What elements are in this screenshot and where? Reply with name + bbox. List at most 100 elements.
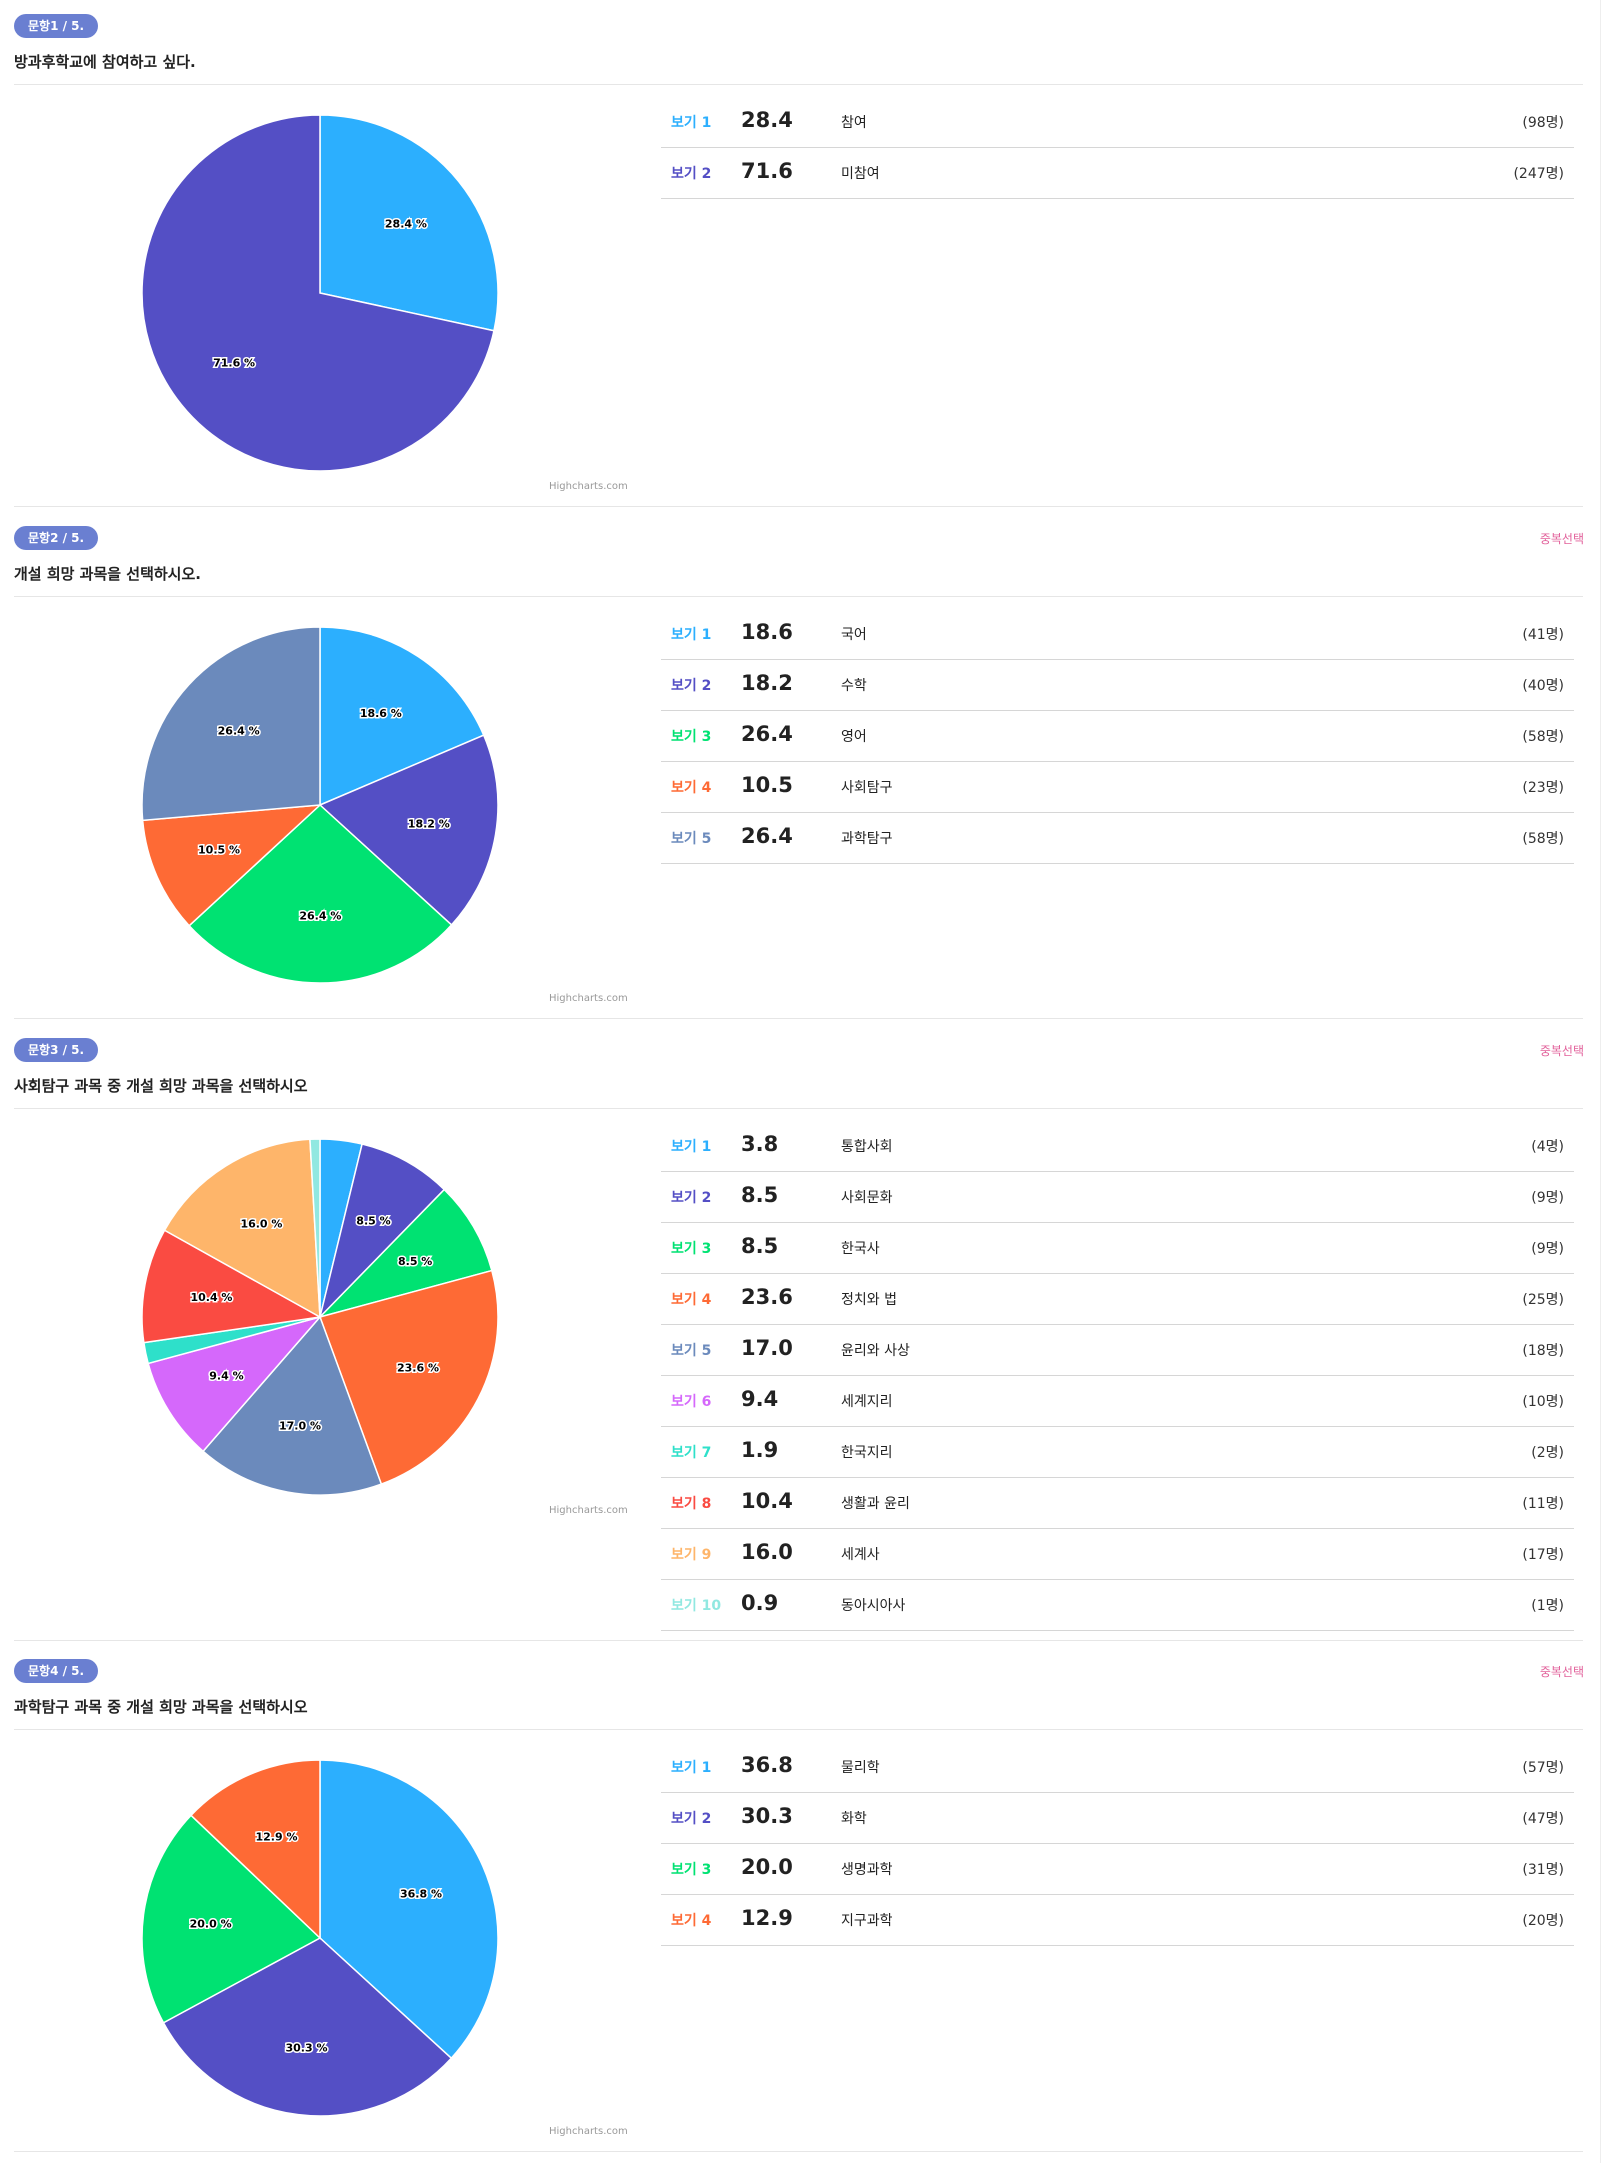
option-row: 보기 3 20.0 생명과학 (31명) — [661, 1844, 1574, 1895]
divider — [14, 84, 1583, 85]
divider — [14, 1018, 1583, 1019]
slice-data-label: 30.3 % — [286, 2042, 328, 2055]
multi-select-label: 중복선택 — [1539, 532, 1584, 546]
divider — [14, 596, 1583, 597]
option-row: 보기 1 36.8 물리학 (57명) — [661, 1742, 1574, 1793]
question-title: 사회탐구 과목 중 개설 희망 과목을 선택하시오 — [14, 1077, 308, 1095]
option-percent: 30.3 — [741, 1804, 793, 1828]
page-edge-line — [1600, 0, 1601, 2163]
pie-slice[interactable] — [319, 1759, 499, 2060]
highcharts-credit[interactable]: Highcharts.com — [549, 993, 628, 1004]
pie-slice[interactable] — [309, 1138, 321, 1318]
question-number-badge: 문항4 / 5. — [14, 1659, 99, 1683]
option-count: (10명) — [1522, 1394, 1564, 1410]
option-percent: 9.4 — [741, 1387, 779, 1411]
option-name: 참여 — [841, 115, 867, 131]
option-name: 윤리와 사상 — [841, 1343, 910, 1359]
pie-slice[interactable] — [141, 1814, 322, 2024]
pie-chart: 36.8 % 30.3 % 20.0 % 12.9 % — [141, 1759, 499, 2117]
option-label: 보기 7 — [671, 1445, 712, 1461]
pie-slice[interactable] — [141, 626, 321, 822]
option-row: 보기 1 18.6 국어 (41명) — [661, 609, 1574, 660]
divider — [14, 1640, 1583, 1641]
option-label: 보기 4 — [671, 780, 712, 796]
pie-slice[interactable] — [141, 1229, 323, 1344]
multi-select-label: 중복선택 — [1539, 1665, 1584, 1679]
divider — [14, 1108, 1583, 1109]
option-count: (98명) — [1522, 115, 1564, 131]
slice-data-label: 17.0 % — [279, 1420, 321, 1433]
slice-data-label: 20.0 % — [190, 1917, 232, 1930]
option-name: 생활과 윤리 — [841, 1496, 910, 1512]
option-name: 사회탐구 — [841, 780, 893, 796]
option-count: (2명) — [1531, 1445, 1564, 1461]
highcharts-credit[interactable]: Highcharts.com — [549, 481, 628, 492]
option-count: (47명) — [1522, 1811, 1564, 1827]
pie-slice[interactable] — [202, 1315, 383, 1496]
option-label: 보기 2 — [671, 1190, 712, 1206]
question-title: 방과후학교에 참여하고 싶다. — [14, 53, 196, 71]
pie-slice[interactable] — [189, 1759, 321, 1940]
pie-slice[interactable] — [188, 803, 453, 984]
pie-slice[interactable] — [163, 1138, 321, 1319]
pie-slice[interactable] — [147, 1315, 323, 1453]
option-percent: 0.9 — [741, 1591, 779, 1615]
option-row: 보기 8 10.4 생활과 윤리 (11명) — [661, 1478, 1574, 1529]
pie-slice[interactable] — [318, 734, 499, 926]
option-label: 보기 1 — [671, 1139, 712, 1155]
option-label: 보기 6 — [671, 1394, 712, 1410]
option-label: 보기 3 — [671, 1862, 712, 1878]
option-row: 보기 1 28.4 참여 (98명) — [661, 97, 1574, 148]
pie-slice[interactable] — [318, 1143, 446, 1320]
slice-data-label: 8.5 % — [356, 1214, 390, 1227]
highcharts-credit[interactable]: Highcharts.com — [549, 1505, 628, 1516]
option-percent: 10.5 — [741, 773, 793, 797]
option-percent: 28.4 — [741, 108, 793, 132]
option-percent: 1.9 — [741, 1438, 779, 1462]
option-name: 한국사 — [841, 1241, 880, 1257]
option-row: 보기 3 26.4 영어 (58명) — [661, 711, 1574, 762]
option-count: (57명) — [1522, 1760, 1564, 1776]
option-name: 한국지리 — [841, 1445, 893, 1461]
option-percent: 3.8 — [741, 1132, 779, 1156]
option-name: 수학 — [841, 678, 867, 694]
highcharts-credit[interactable]: Highcharts.com — [549, 2126, 628, 2137]
option-percent: 26.4 — [741, 722, 793, 746]
option-count: (20명) — [1522, 1913, 1564, 1929]
option-label: 보기 10 — [671, 1598, 722, 1614]
option-count: (247명) — [1513, 166, 1564, 182]
option-percent: 36.8 — [741, 1753, 793, 1777]
slice-data-label: 12.9 % — [255, 1831, 297, 1844]
pie-slice[interactable] — [162, 1937, 453, 2117]
option-row: 보기 5 17.0 윤리와 사상 (18명) — [661, 1325, 1574, 1376]
option-name: 화학 — [841, 1811, 867, 1827]
option-percent: 8.5 — [741, 1183, 779, 1207]
pie-chart: 28.4 % 71.6 % — [141, 114, 499, 472]
option-percent: 20.0 — [741, 1855, 793, 1879]
pie-slice[interactable] — [319, 114, 499, 332]
option-row: 보기 10 0.9 동아시아사 (1명) — [661, 1580, 1574, 1631]
option-row: 보기 9 16.0 세계사 (17명) — [661, 1529, 1574, 1580]
pie-slice[interactable] — [317, 1188, 493, 1319]
option-list: 보기 1 36.8 물리학 (57명) 보기 2 30.3 화학 (47명) 보기 3 20.0 생… — [661, 1742, 1574, 1946]
option-label: 보기 5 — [671, 831, 712, 847]
pie-slice[interactable] — [141, 804, 323, 927]
pie-chart: 8.5 % 8.5 % 23.6 % 17.0 % 9.4 % 10.4 % 16.0 % — [141, 1138, 499, 1496]
pie-slice[interactable] — [141, 114, 495, 472]
option-row: 보기 2 8.5 사회문화 (9명) — [661, 1172, 1574, 1223]
option-percent: 26.4 — [741, 824, 793, 848]
pie-slice[interactable] — [319, 626, 485, 807]
option-count: (4명) — [1531, 1139, 1564, 1155]
option-percent: 17.0 — [741, 1336, 793, 1360]
option-name: 사회문화 — [841, 1190, 893, 1206]
option-name: 통합사회 — [841, 1139, 893, 1155]
option-name: 생명과학 — [841, 1862, 893, 1878]
option-list: 보기 1 28.4 참여 (98명) 보기 2 71.6 미참여 (247명) — [661, 97, 1574, 199]
pie-slice[interactable] — [319, 1269, 499, 1486]
option-row: 보기 3 8.5 한국사 (9명) — [661, 1223, 1574, 1274]
slice-data-label: 9.4 % — [209, 1370, 243, 1383]
option-label: 보기 2 — [671, 1811, 712, 1827]
option-label: 보기 2 — [671, 166, 712, 182]
option-percent: 71.6 — [741, 159, 793, 183]
slice-data-label: 8.5 % — [398, 1255, 432, 1268]
